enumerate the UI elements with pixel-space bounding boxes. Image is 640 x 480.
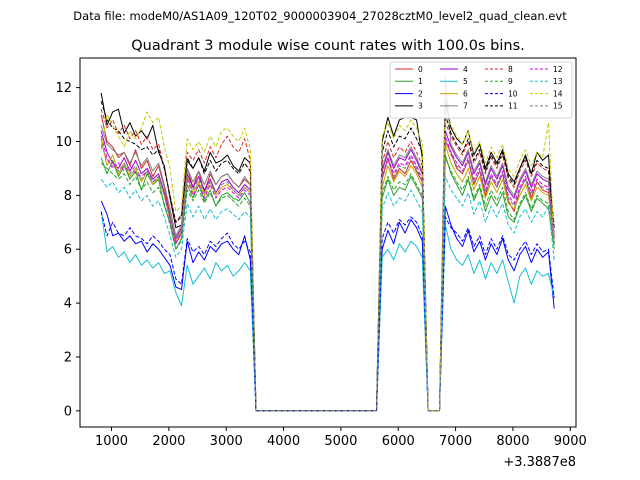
x-tick-label: 2000	[152, 434, 185, 449]
legend-label-11: 11	[508, 102, 518, 111]
y-tick-label: 0	[64, 404, 72, 419]
series-line-10	[100, 211, 555, 412]
y-tick-label: 4	[64, 297, 72, 312]
y-tick-label: 10	[55, 135, 72, 150]
x-tick-label: 1000	[95, 434, 128, 449]
x-tick-label: 9000	[554, 434, 587, 449]
legend-label-3: 3	[418, 102, 423, 111]
y-tick-label: 2	[64, 350, 72, 365]
x-tick-label: 4000	[267, 434, 300, 449]
legend-label-2: 2	[418, 89, 423, 98]
legend-label-5: 5	[463, 77, 468, 86]
legend-label-13: 13	[553, 77, 563, 86]
series-line-5	[100, 211, 555, 412]
series-line-0	[100, 114, 555, 412]
y-tick-label: 8	[64, 189, 72, 204]
series-layer	[100, 76, 555, 412]
chart-title: Quadrant 3 module wise count rates with …	[131, 38, 525, 54]
x-tick-label: 3000	[210, 434, 243, 449]
legend-label-1: 1	[418, 77, 423, 86]
x-tick-label: 7000	[439, 434, 472, 449]
x-tick-label: 6000	[382, 434, 415, 449]
legend-label-6: 6	[463, 89, 468, 98]
legend-label-12: 12	[553, 65, 563, 74]
series-line-9	[100, 157, 555, 412]
series-line-11	[100, 100, 555, 412]
y-tick-label: 6	[64, 243, 72, 258]
series-line-7	[100, 76, 555, 412]
data-file-label: Data file: modeM0/AS1A09_120T02_90000039…	[73, 9, 567, 23]
x-tick-label: 5000	[324, 434, 357, 449]
legend-box	[389, 61, 573, 119]
legend-label-8: 8	[508, 65, 513, 74]
legend-label-15: 15	[553, 102, 563, 111]
series-line-8	[100, 109, 555, 412]
legend-label-9: 9	[508, 77, 513, 86]
x-offset-text: +3.3887e8	[503, 455, 576, 470]
series-line-14	[100, 111, 555, 412]
series-line-3	[100, 92, 555, 412]
x-tick-label: 8000	[496, 434, 529, 449]
y-tick-label: 12	[55, 81, 72, 96]
legend-label-14: 14	[553, 89, 563, 98]
series-line-12	[100, 135, 555, 412]
axis-ticks: 1000 2000 3000 4000 5000 6000 7000 8000 9000 0 2 4 6…	[55, 81, 586, 449]
legend-label-10: 10	[508, 89, 518, 98]
legend-label-0: 0	[418, 65, 423, 74]
series-line-15	[100, 138, 555, 412]
legend-label-7: 7	[463, 102, 468, 111]
legend-label-4: 4	[463, 65, 468, 74]
plot-frame	[79, 57, 577, 428]
